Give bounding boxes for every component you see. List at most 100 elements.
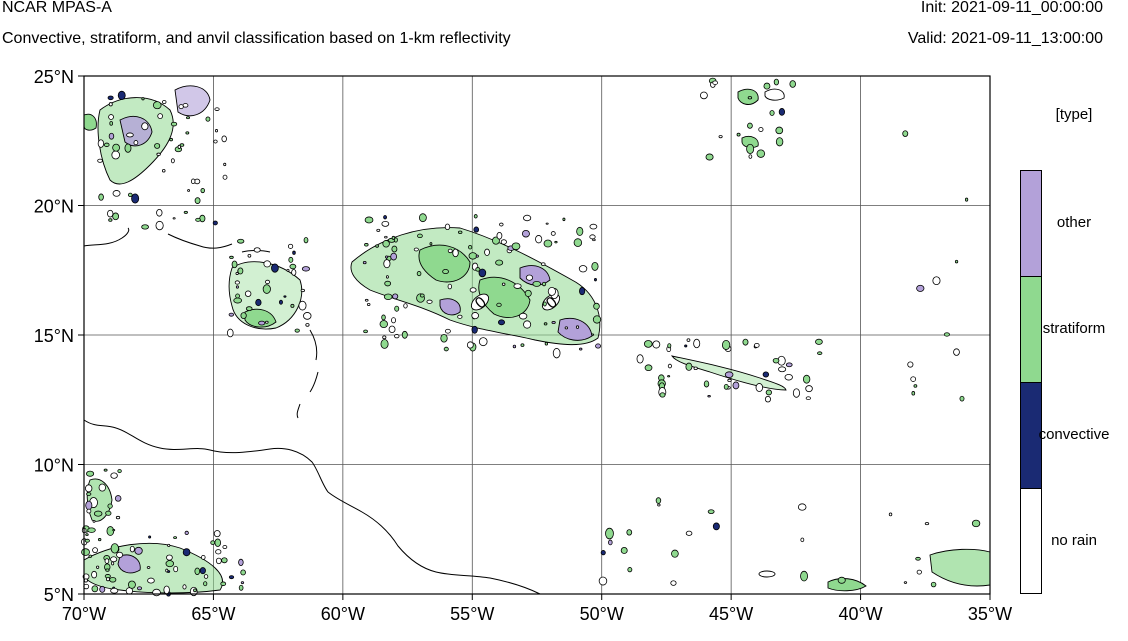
precip-cell (362, 261, 367, 265)
precip-cell (417, 233, 423, 239)
precip-cell (971, 519, 981, 528)
precip-cell (403, 303, 408, 309)
precip-cell (215, 557, 222, 565)
precip-cell (394, 305, 400, 312)
precip-cell (390, 252, 397, 261)
precip-cell (775, 126, 784, 135)
precip-cell (300, 288, 305, 293)
precip-cell (213, 530, 221, 538)
precip-cell (375, 244, 379, 248)
precip-cell (115, 515, 121, 520)
precip-cell (109, 121, 113, 126)
precip-cell (562, 217, 566, 222)
precip-cell (419, 293, 425, 298)
precip-cell (769, 110, 775, 116)
precip-cell (289, 263, 297, 270)
precip-cell (104, 558, 110, 564)
precip-cell (124, 143, 132, 153)
precip-cell (444, 223, 451, 231)
precip-cell (523, 214, 532, 222)
legend-swatch-no-rain (1020, 488, 1042, 594)
precip-cell (652, 340, 661, 349)
precip-cell (547, 286, 556, 296)
precip-cell (943, 332, 950, 337)
legend-label-stratiform: stratiform (1042, 320, 1106, 337)
precip-cell (815, 338, 823, 345)
precip-cell (291, 269, 297, 276)
precip-cell (742, 338, 749, 346)
coastlines (83, 227, 541, 595)
precip-cell (426, 299, 433, 304)
precip-cell (627, 567, 633, 573)
precip-cell (292, 250, 296, 255)
precip-cell (108, 102, 113, 107)
precip-cell (518, 312, 528, 320)
precip-cell (238, 558, 244, 566)
precip-cell (201, 554, 206, 560)
legend-label-no-rain: no rain (1051, 532, 1097, 549)
precip-cell (700, 91, 708, 100)
precip-cell (167, 543, 171, 548)
precip-cell (671, 549, 679, 558)
precip-cell (96, 565, 100, 569)
precip-cell (385, 255, 389, 259)
precip-cell (376, 228, 381, 232)
precip-cell (381, 314, 386, 321)
precip-cell (210, 540, 216, 545)
precip-cell (184, 530, 189, 536)
precip-cell (817, 351, 823, 355)
lat-tick-label: 15°N (34, 326, 74, 346)
precip-cell (283, 295, 287, 298)
precip-cell (579, 287, 586, 296)
precip-cell (540, 262, 546, 266)
precip-cell (805, 396, 811, 401)
precip-cell (736, 132, 741, 137)
precip-cell (524, 289, 532, 297)
graticule (84, 76, 990, 594)
precip-cell (391, 317, 396, 324)
lat-tick-label: 25°N (34, 67, 74, 87)
precip-cell (108, 218, 113, 222)
precip-cell (475, 267, 481, 272)
precip-cell (598, 576, 608, 586)
precip-cell (240, 312, 247, 320)
precip-cell (763, 82, 771, 90)
precip-cell (593, 302, 600, 310)
precip-cell (117, 469, 122, 474)
precip-cell (913, 384, 918, 388)
precip-cell (797, 503, 807, 511)
precip-cell (594, 278, 597, 282)
precip-cell (543, 322, 548, 326)
precip-cell (112, 212, 120, 221)
precip-cell (592, 315, 602, 324)
precip-cell (721, 339, 731, 350)
precip-cell (214, 538, 221, 547)
precip-cell (693, 366, 698, 371)
precip-cell (471, 312, 479, 320)
precip-cell (263, 260, 271, 268)
precip-cell (457, 230, 463, 235)
precip-cell (707, 395, 711, 398)
precip-cell (265, 320, 269, 324)
precip-cell (413, 247, 419, 252)
precip-cell (106, 577, 110, 582)
precip-cell (86, 492, 92, 496)
precip-cell (301, 266, 310, 272)
precip-cell (748, 154, 753, 159)
precip-cell (154, 143, 161, 149)
precip-cell (134, 546, 143, 555)
precip-cell (636, 354, 644, 364)
precip-cell (127, 192, 133, 198)
precip-cell (525, 274, 534, 281)
precip-cell (262, 284, 271, 294)
precip-cell (685, 362, 693, 371)
legend-label-convective: convective (1038, 426, 1110, 443)
precip-cell (473, 214, 478, 219)
precip-cell (173, 536, 178, 540)
precip-cell (792, 388, 800, 398)
precip-cell (213, 139, 218, 144)
precip-cell (221, 135, 227, 143)
precip-cell (93, 510, 103, 517)
precip-cell (755, 383, 764, 393)
precip-cell (626, 529, 633, 536)
